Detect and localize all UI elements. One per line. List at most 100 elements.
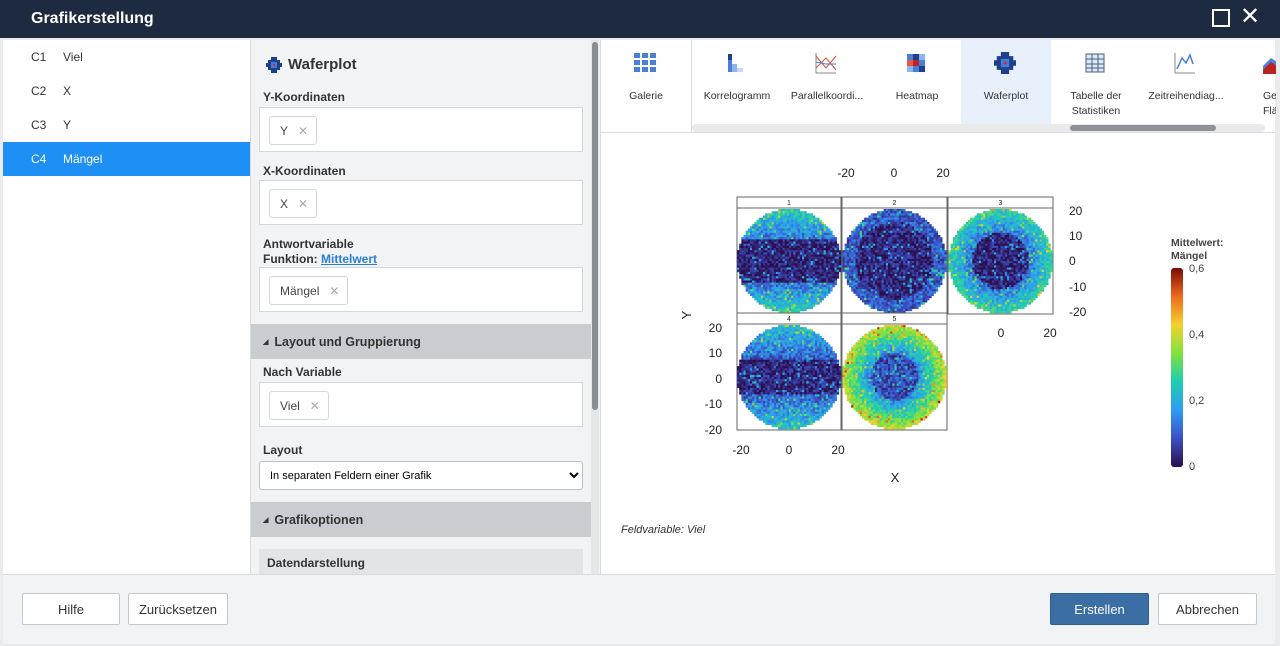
y-coords-field[interactable]: Y ✕ — [259, 107, 583, 152]
wafer-cell — [898, 308, 902, 312]
wafer-cell — [828, 241, 831, 244]
wafer-cell — [782, 237, 785, 240]
wafer-cell — [970, 254, 973, 257]
wafer-cell — [786, 230, 790, 234]
gallery-item-korrelogramm[interactable]: Korrelogramm — [692, 40, 782, 126]
scrollbar-thumb[interactable] — [592, 42, 598, 410]
wafer-cell — [806, 228, 809, 231]
variable-item-c3[interactable]: C3 Y — [3, 108, 250, 142]
wafer-cell — [806, 254, 809, 257]
wafer-cell — [894, 308, 897, 312]
wafer-cell — [802, 226, 805, 229]
remove-icon[interactable]: ✕ — [298, 123, 309, 138]
layout-select[interactable]: In separaten Feldern einer Grafik — [259, 461, 583, 490]
wafer-cell — [907, 213, 910, 216]
gallery-item-timeseries[interactable]: Zeitreihendiag... — [1141, 40, 1231, 126]
wafer-cell — [890, 222, 893, 225]
wafer-cell — [812, 232, 816, 236]
wafer-cell — [789, 267, 792, 270]
wafer-cell — [978, 256, 982, 260]
remove-icon[interactable]: ✕ — [298, 196, 309, 211]
wafer-cell — [920, 252, 923, 255]
wafer-cell — [797, 261, 801, 264]
remove-icon[interactable]: ✕ — [329, 283, 340, 298]
wafer-cell — [868, 293, 871, 296]
wafer-cell — [851, 265, 854, 268]
wafer-cell — [961, 232, 964, 236]
panel-scrollbar[interactable] — [591, 40, 599, 574]
wafer-cell — [776, 226, 779, 229]
data-display-subsection[interactable]: Datendarstellung — [259, 549, 583, 574]
wafer-cell — [823, 232, 827, 236]
wafer-cell — [791, 235, 794, 238]
wafer-cell — [750, 232, 753, 236]
wafer-cell — [901, 287, 904, 290]
wafer-cell — [968, 239, 971, 242]
wafer-cell — [747, 276, 751, 279]
wafer-cell — [853, 263, 856, 266]
wafer-cell — [793, 243, 796, 247]
gallery-scrollbar[interactable] — [692, 124, 1265, 132]
wafer-cell — [868, 237, 871, 240]
wafer-cell — [769, 243, 772, 247]
wafer-cell — [911, 300, 915, 303]
wafer-cell — [879, 269, 882, 273]
wafer-cell — [937, 252, 941, 255]
wafer-cell — [996, 308, 999, 312]
x-coords-field[interactable]: X ✕ — [259, 180, 583, 225]
gallery-item-galerie[interactable]: Galerie — [601, 40, 691, 126]
wafer-cell — [808, 304, 811, 307]
function-link[interactable]: Mittelwert — [321, 252, 378, 266]
gallery-item-heatmap[interactable]: Heatmap — [872, 40, 962, 126]
wafer-cell — [998, 284, 1001, 288]
maximize-icon[interactable] — [1212, 9, 1230, 27]
wafer-cell — [760, 297, 764, 301]
wafer-cell — [752, 289, 755, 292]
wafer-cell — [769, 237, 772, 240]
wafer-cell — [797, 217, 801, 221]
wafer-cell — [905, 243, 908, 247]
wafer-cell — [1000, 209, 1003, 212]
wafer-cell — [795, 269, 798, 273]
scrollbar-thumb[interactable] — [1070, 125, 1216, 131]
wafer-cell — [920, 228, 923, 231]
wafer-cell — [1015, 263, 1019, 266]
layout-section-header[interactable]: ◢ Layout und Gruppierung — [251, 324, 591, 359]
wafer-cell — [834, 267, 837, 270]
variable-item-c1[interactable]: C1 Viel — [3, 40, 250, 74]
remove-icon[interactable]: ✕ — [309, 398, 320, 413]
wafer-cell — [760, 230, 764, 234]
wafer-cell — [745, 271, 749, 275]
wafer-cell — [914, 297, 917, 301]
wafer-cell — [836, 267, 840, 270]
wafer-cell — [815, 280, 818, 283]
wafer-cell — [810, 235, 814, 238]
wafer-cell — [879, 263, 882, 266]
gallery-item-stacked-area[interactable]: Gestap Flächend — [1231, 40, 1276, 126]
wafer-cell — [756, 269, 759, 273]
wafer-cell — [828, 276, 831, 279]
wafer-cell — [1002, 209, 1006, 212]
graph-options-section-header[interactable]: ◢ Grafikoptionen — [251, 502, 591, 537]
wafer-cell — [741, 252, 744, 255]
response-field[interactable]: Mängel ✕ — [259, 267, 583, 312]
wafer-cell — [942, 267, 945, 270]
variable-item-c4[interactable]: C4 Mängel — [3, 142, 250, 176]
variable-item-c2[interactable]: C2 X — [3, 74, 250, 108]
gallery-item-waferplot[interactable]: Waferplot — [961, 40, 1051, 126]
wafer-cell — [812, 304, 816, 307]
wafer-cell — [849, 282, 852, 286]
wafer-cell — [924, 267, 928, 270]
wafer-cell — [972, 287, 975, 290]
close-icon[interactable]: ✕ — [1240, 3, 1261, 30]
wafer-cell — [1015, 289, 1019, 292]
wafer-cell — [791, 289, 794, 292]
gallery-item-table[interactable]: Tabelle der Statistiken — [1051, 40, 1141, 126]
gallery-item-parallel[interactable]: Parallelkoordi... — [782, 40, 872, 126]
wafer-cell — [765, 269, 768, 273]
wafer-cell — [773, 258, 777, 262]
wafer-cell — [881, 258, 884, 262]
wafer-cell — [795, 304, 798, 307]
by-variable-field[interactable]: Viel ✕ — [259, 382, 583, 427]
wafer-cell — [996, 209, 999, 212]
